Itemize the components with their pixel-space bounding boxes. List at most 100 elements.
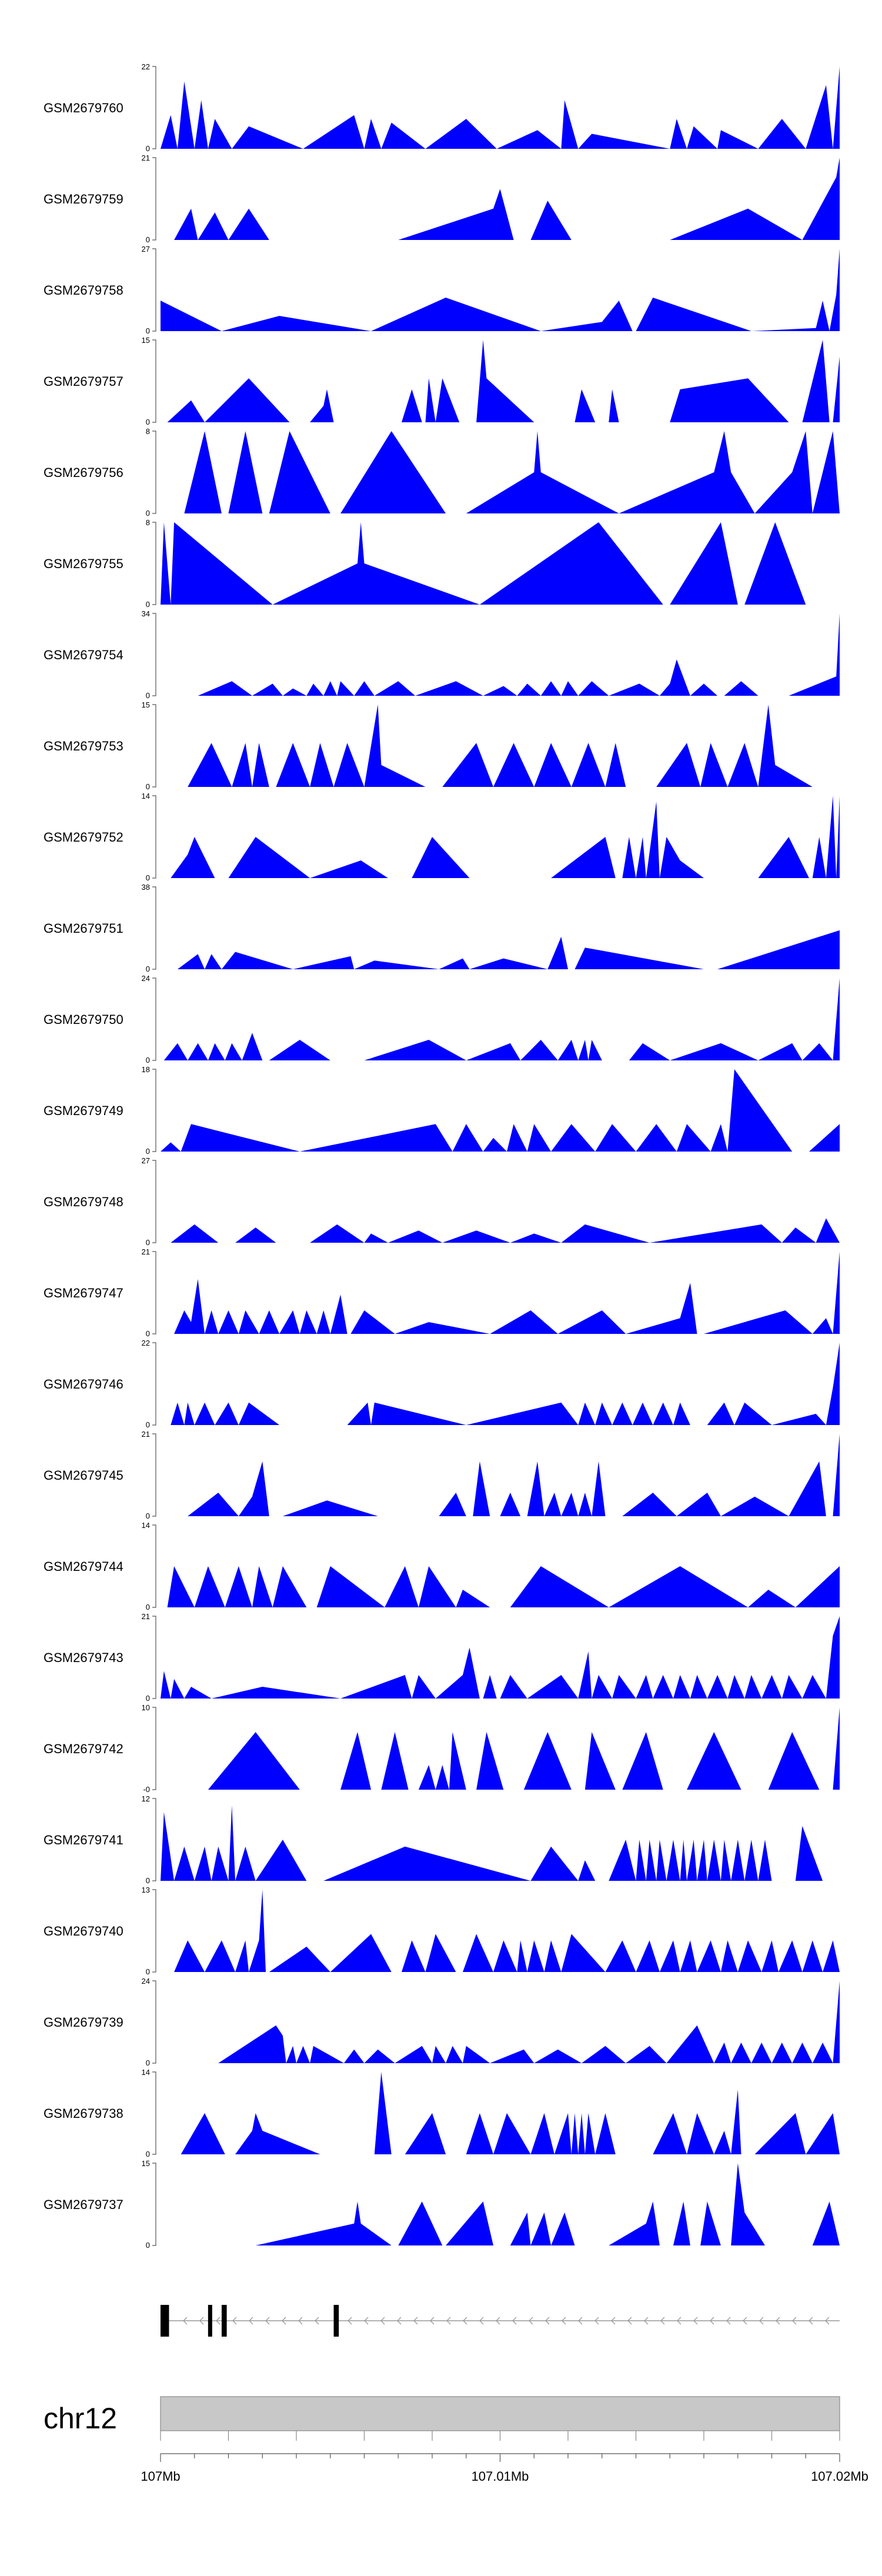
track-label: GSM2679746 xyxy=(44,1377,123,1392)
track-label: GSM2679760 xyxy=(44,101,123,115)
coverage-area xyxy=(171,1343,840,1425)
y-min-label: 0 xyxy=(146,418,150,426)
track-label: GSM2679759 xyxy=(44,192,123,206)
y-axis xyxy=(152,1160,156,1243)
y-max-label: 38 xyxy=(142,883,150,892)
y-axis xyxy=(152,248,156,332)
y-axis xyxy=(152,1433,156,1517)
track-GSM2679739: GSM2679739 24 0 xyxy=(44,1977,840,2067)
coverage-area xyxy=(177,887,840,969)
y-axis xyxy=(152,1707,156,1790)
strand-arrow xyxy=(677,2317,681,2325)
track-GSM2679744: GSM2679744 14 0 xyxy=(44,1521,840,1611)
coverage-area xyxy=(161,522,806,605)
y-max-label: 21 xyxy=(142,154,150,162)
y-axis xyxy=(152,1342,156,1426)
track-GSM2679758: GSM2679758 27 0 xyxy=(44,245,840,335)
track-label: GSM2679752 xyxy=(44,830,123,845)
strand-arrow xyxy=(825,2317,830,2325)
y-max-label: 21 xyxy=(142,1430,150,1439)
track-GSM2679751: GSM2679751 38 0 xyxy=(44,883,840,973)
strand-arrow xyxy=(298,2317,303,2325)
track-label: GSM2679753 xyxy=(44,739,123,753)
track-label: GSM2679756 xyxy=(44,465,123,480)
track-label: GSM2679750 xyxy=(44,1012,123,1027)
track-label: GSM2679758 xyxy=(44,283,123,298)
y-max-label: 8 xyxy=(146,518,150,527)
y-max-label: 22 xyxy=(142,1339,150,1347)
strand-arrow xyxy=(183,2317,188,2325)
strand-arrow xyxy=(348,2317,352,2325)
y-max-label: 15 xyxy=(142,336,150,345)
y-axis xyxy=(152,886,156,970)
strand-arrow xyxy=(792,2317,797,2325)
y-axis xyxy=(152,1616,156,1699)
exon-block xyxy=(208,2305,212,2337)
y-min-label: 0 xyxy=(146,1056,150,1065)
track-GSM2679753: GSM2679753 15 0 xyxy=(44,700,813,791)
y-min-label: 0 xyxy=(146,1329,150,1338)
y-axis xyxy=(152,795,156,879)
y-max-label: 14 xyxy=(142,1521,150,1530)
y-max-label: 14 xyxy=(142,2068,150,2077)
strand-arrow xyxy=(759,2317,764,2325)
y-min-label: 0 xyxy=(146,1694,150,1703)
coverage-area xyxy=(171,1160,840,1243)
y-max-label: 14 xyxy=(142,792,150,800)
track-label: GSM2679738 xyxy=(44,2106,123,2121)
y-min-label: 0 xyxy=(146,1420,150,1429)
coverage-area xyxy=(167,340,840,422)
strand-arrow xyxy=(545,2317,550,2325)
y-min-label: 0 xyxy=(146,1147,150,1156)
y-min-label: 0 xyxy=(146,691,150,700)
y-max-label: 22 xyxy=(142,62,150,71)
track-label: GSM2679754 xyxy=(44,648,123,662)
track-GSM2679748: GSM2679748 27 0 xyxy=(44,1156,840,1247)
y-min-label: 0 xyxy=(146,2150,150,2158)
exon-block xyxy=(333,2305,339,2337)
track-GSM2679750: GSM2679750 24 0 xyxy=(44,974,840,1065)
y-min-label: 0 xyxy=(146,326,150,335)
track-GSM2679752: GSM2679752 14 0 xyxy=(44,792,840,882)
track-label: GSM2679743 xyxy=(44,1650,123,1665)
track-GSM2679742: GSM2679742 10 -0 xyxy=(44,1703,840,1794)
strand-arrow xyxy=(479,2317,484,2325)
exon-block xyxy=(221,2305,227,2337)
y-min-label: 0 xyxy=(146,965,150,973)
y-axis xyxy=(152,1980,156,2064)
y-max-label: 18 xyxy=(142,1065,150,1074)
y-min-label: 0 xyxy=(146,2058,150,2067)
strand-arrow xyxy=(529,2317,533,2325)
coverage-area xyxy=(184,431,840,513)
strand-arrow xyxy=(282,2317,286,2325)
coverage-area xyxy=(161,1805,823,1881)
track-GSM2679760: GSM2679760 22 0 xyxy=(44,62,840,153)
track-GSM2679756: GSM2679756 8 0 xyxy=(44,427,840,518)
coverage-area xyxy=(188,1434,840,1516)
y-min-label: -0 xyxy=(143,1785,150,1794)
genome-axis-label: 107.01Mb xyxy=(472,2469,529,2484)
track-label: GSM2679744 xyxy=(44,1559,123,1574)
strand-arrow xyxy=(660,2317,665,2325)
y-axis xyxy=(152,2071,156,2155)
genome-axis-label: 107Mb xyxy=(141,2469,180,2484)
track-label: GSM2679737 xyxy=(44,2197,123,2212)
strand-arrow xyxy=(627,2317,632,2325)
strand-arrow xyxy=(216,2317,220,2325)
y-min-label: 0 xyxy=(146,235,150,244)
y-axis xyxy=(152,431,156,514)
track-label: GSM2679748 xyxy=(44,1194,123,1209)
strand-arrow xyxy=(463,2317,467,2325)
strand-arrow xyxy=(397,2317,402,2325)
strand-arrow xyxy=(249,2317,253,2325)
strand-arrow xyxy=(446,2317,451,2325)
coverage-area xyxy=(188,705,813,787)
strand-arrow xyxy=(644,2317,649,2325)
strand-arrow xyxy=(578,2317,583,2325)
track-GSM2679743: GSM2679743 21 0 xyxy=(44,1612,840,1703)
y-max-label: 27 xyxy=(142,1156,150,1165)
track-label: GSM2679757 xyxy=(44,374,123,389)
y-axis xyxy=(152,1798,156,1881)
data-tracks: GSM2679760220GSM2679759210GSM2679758270G… xyxy=(44,62,840,2250)
